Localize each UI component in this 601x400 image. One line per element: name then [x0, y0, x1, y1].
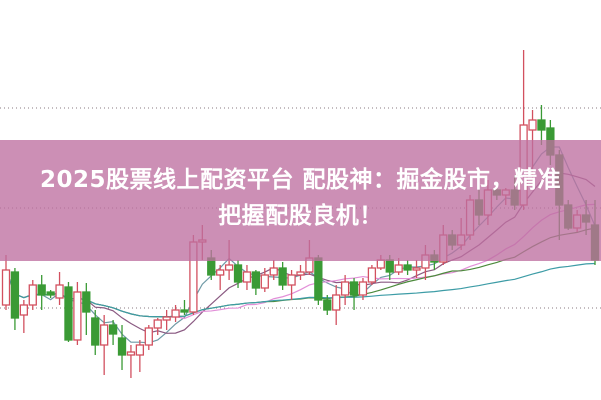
candle-body	[367, 267, 377, 283]
candle-body	[171, 309, 180, 318]
candle-body	[332, 294, 341, 311]
candle-body	[82, 291, 91, 313]
candle-body	[403, 264, 412, 271]
candle-body	[278, 267, 287, 286]
candle-body	[296, 271, 305, 276]
candle-body	[233, 264, 243, 283]
candle-body	[73, 291, 82, 341]
candle-body	[28, 284, 37, 306]
candle-body	[100, 324, 109, 346]
candle-body	[224, 264, 234, 271]
headline: 2025股票线上配资平台 配股神：掘金股市，精准 把握配股良机！	[0, 162, 601, 234]
candle-body	[269, 267, 278, 276]
candle-body	[412, 267, 421, 271]
candle-body	[153, 319, 162, 329]
candle-body	[537, 119, 546, 131]
candle-body	[135, 344, 145, 356]
headline-banner	[0, 140, 601, 261]
candle-body	[180, 309, 189, 313]
candle-body	[251, 271, 261, 289]
candle-body	[108, 324, 118, 335]
candle-body	[385, 259, 394, 273]
candle-body	[216, 269, 225, 276]
candle-body	[260, 274, 269, 289]
candle-body	[162, 316, 171, 321]
candle-body	[358, 281, 368, 296]
candle-body	[242, 271, 252, 283]
candle-body	[37, 284, 46, 296]
candle-body	[349, 281, 359, 296]
candle-body	[64, 286, 73, 341]
candle-body	[376, 259, 385, 269]
headline-line-2: 把握配股良机！	[218, 203, 383, 229]
candle-body	[394, 264, 403, 273]
candle-body	[55, 284, 64, 299]
candle-body	[46, 291, 55, 296]
candle-body	[144, 327, 153, 346]
candle-body	[323, 299, 332, 311]
candle-body	[1, 269, 11, 306]
candle-body	[10, 271, 20, 319]
candle-body	[314, 257, 323, 301]
moving-average-line	[5, 262, 596, 318]
candle-body	[91, 317, 100, 346]
candle-body	[19, 304, 28, 316]
headline-line-1: 2025股票线上配资平台 配股神：掘金股市，精准	[39, 167, 562, 193]
candle-body	[126, 351, 136, 356]
candle-body	[528, 119, 537, 131]
candle-body	[340, 281, 350, 296]
candle-body	[117, 337, 127, 356]
candle-body	[287, 274, 296, 286]
